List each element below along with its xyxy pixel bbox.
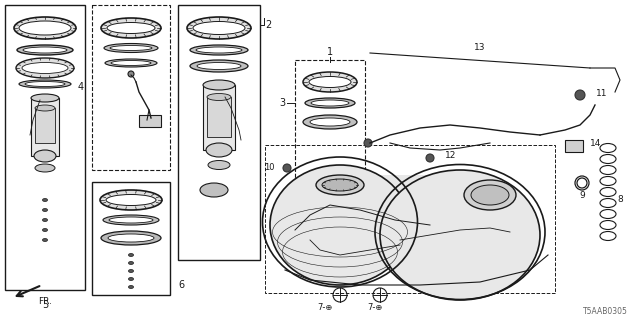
Text: 2: 2 <box>265 20 271 30</box>
Ellipse shape <box>110 45 152 51</box>
Ellipse shape <box>190 45 248 55</box>
Ellipse shape <box>129 285 134 289</box>
Ellipse shape <box>19 21 71 35</box>
Ellipse shape <box>193 21 245 35</box>
Ellipse shape <box>101 18 161 38</box>
Ellipse shape <box>200 183 228 197</box>
Text: 10: 10 <box>264 164 275 172</box>
Ellipse shape <box>471 185 509 205</box>
Ellipse shape <box>42 228 47 231</box>
Ellipse shape <box>22 62 68 74</box>
Text: 4: 4 <box>78 83 84 92</box>
Text: 7-⊕: 7-⊕ <box>317 303 333 313</box>
Bar <box>92 182 170 295</box>
Text: T5AAB0305: T5AAB0305 <box>583 308 628 316</box>
Bar <box>295 60 365 190</box>
Ellipse shape <box>305 98 355 108</box>
Bar <box>565 140 583 152</box>
Ellipse shape <box>25 82 65 86</box>
Bar <box>5 5 85 290</box>
Bar <box>31 98 59 156</box>
Circle shape <box>426 154 434 162</box>
Text: 5: 5 <box>42 300 48 310</box>
Text: 6: 6 <box>178 280 184 290</box>
Ellipse shape <box>129 253 134 257</box>
Ellipse shape <box>303 115 357 129</box>
Ellipse shape <box>42 198 47 202</box>
Text: 11: 11 <box>596 89 607 98</box>
Ellipse shape <box>303 72 357 92</box>
Ellipse shape <box>106 195 156 205</box>
Ellipse shape <box>310 118 350 126</box>
Ellipse shape <box>311 100 349 106</box>
Ellipse shape <box>464 180 516 210</box>
Circle shape <box>364 139 372 147</box>
Ellipse shape <box>42 219 47 221</box>
Ellipse shape <box>129 261 134 265</box>
Text: 9: 9 <box>579 191 585 201</box>
Ellipse shape <box>380 170 540 300</box>
Ellipse shape <box>190 60 248 72</box>
Ellipse shape <box>197 62 241 69</box>
Ellipse shape <box>108 234 154 242</box>
Text: FR.: FR. <box>38 298 52 307</box>
Ellipse shape <box>35 105 55 111</box>
Text: 7-⊕: 7-⊕ <box>367 303 383 313</box>
Ellipse shape <box>19 80 71 88</box>
Bar <box>207 97 231 137</box>
Ellipse shape <box>23 47 67 53</box>
Ellipse shape <box>208 161 230 170</box>
Ellipse shape <box>42 238 47 242</box>
Ellipse shape <box>42 209 47 212</box>
Bar <box>35 108 55 143</box>
Text: 12: 12 <box>445 150 456 159</box>
Ellipse shape <box>111 60 151 66</box>
Ellipse shape <box>16 58 74 78</box>
Ellipse shape <box>14 17 76 39</box>
Ellipse shape <box>129 269 134 273</box>
Ellipse shape <box>270 165 410 285</box>
Ellipse shape <box>105 59 157 67</box>
Text: 1: 1 <box>327 47 333 57</box>
Text: 14: 14 <box>590 139 602 148</box>
Text: 8: 8 <box>617 196 623 204</box>
Bar <box>178 5 260 260</box>
Bar <box>330 175 480 270</box>
Ellipse shape <box>100 190 162 210</box>
Ellipse shape <box>107 22 155 34</box>
Circle shape <box>128 71 134 77</box>
Ellipse shape <box>196 47 242 53</box>
Ellipse shape <box>103 215 159 225</box>
Ellipse shape <box>17 45 73 55</box>
Text: 13: 13 <box>474 44 486 52</box>
Ellipse shape <box>207 93 231 100</box>
Circle shape <box>283 164 291 172</box>
Bar <box>203 85 235 150</box>
Ellipse shape <box>34 150 56 162</box>
Ellipse shape <box>322 179 358 191</box>
Ellipse shape <box>35 164 55 172</box>
Bar <box>265 145 555 293</box>
Ellipse shape <box>129 277 134 281</box>
Ellipse shape <box>206 143 232 157</box>
Text: 3: 3 <box>279 98 285 108</box>
Circle shape <box>575 90 585 100</box>
Bar <box>92 5 170 170</box>
Ellipse shape <box>104 44 158 52</box>
Ellipse shape <box>187 17 251 39</box>
Bar <box>139 115 161 127</box>
Ellipse shape <box>101 231 161 245</box>
Ellipse shape <box>203 80 235 90</box>
Ellipse shape <box>309 76 351 87</box>
Ellipse shape <box>316 175 364 195</box>
Ellipse shape <box>109 217 153 223</box>
Ellipse shape <box>31 94 59 102</box>
